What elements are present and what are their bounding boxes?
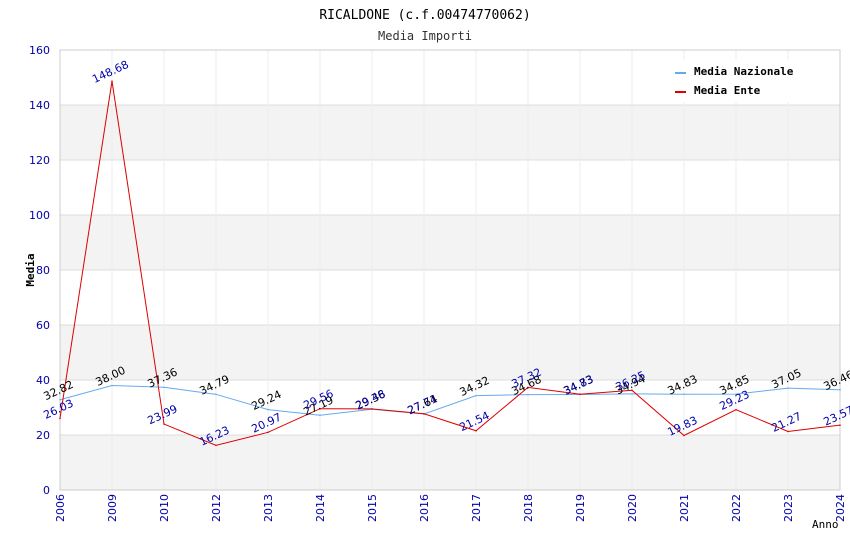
grid-band	[60, 105, 840, 160]
data-point	[215, 393, 217, 396]
y-tick-label: 40	[36, 374, 50, 387]
legend: Media Nazionale Media Ente	[670, 60, 810, 102]
grid-band	[60, 160, 840, 215]
data-point	[787, 387, 789, 389]
x-axis-label: Anno	[812, 518, 839, 531]
x-tick-label: 2015	[366, 494, 379, 522]
grid-band	[60, 215, 840, 270]
x-tick-label: 2006	[54, 494, 67, 522]
y-tick-label: 140	[29, 99, 50, 112]
data-point	[59, 417, 61, 420]
x-tick-label: 2017	[470, 494, 483, 522]
grid-band	[60, 380, 840, 435]
y-axis-ticks: 0 20 40 60 80 100 120 140 160	[29, 44, 50, 497]
data-point	[735, 393, 737, 395]
data-point	[683, 434, 685, 437]
series-lines	[59, 80, 841, 447]
data-point	[735, 408, 737, 411]
grid-band	[60, 270, 840, 325]
y-tick-label: 100	[29, 209, 50, 222]
x-tick-label: 2019	[574, 494, 587, 522]
data-point	[163, 386, 165, 389]
data-point	[475, 394, 477, 397]
x-tick-label: 2023	[782, 494, 795, 522]
grid-band	[60, 325, 840, 380]
chart-subtitle: Media Importi	[378, 29, 472, 43]
data-point	[215, 444, 217, 447]
x-tick-label: 2014	[314, 494, 327, 522]
data-point	[423, 412, 425, 415]
series-line-nazionale	[59, 384, 841, 416]
data-point	[579, 393, 581, 396]
x-tick-label: 2024	[834, 494, 847, 522]
data-point	[475, 429, 477, 432]
y-tick-label: 20	[36, 429, 50, 442]
data-point	[267, 431, 269, 434]
chart-title: RICALDONE (c.f.00474770062)	[319, 8, 530, 23]
data-point	[111, 80, 113, 82]
y-tick-label: 60	[36, 319, 50, 332]
x-tick-label: 2013	[262, 494, 275, 522]
data-point	[163, 423, 165, 425]
y-tick-label: 80	[36, 264, 50, 277]
series-line-ente	[59, 81, 841, 446]
x-tick-label: 2022	[730, 494, 743, 522]
data-point	[631, 389, 633, 392]
data-point	[839, 388, 841, 391]
data-point	[319, 407, 321, 410]
data-point	[371, 408, 373, 410]
y-tick-label: 160	[29, 44, 50, 57]
data-point	[631, 393, 633, 395]
y-tick-label: 0	[43, 484, 50, 497]
data-point	[683, 393, 685, 396]
legend-label-nazionale: Media Nazionale	[694, 65, 794, 78]
data-point	[527, 393, 529, 396]
x-tick-label: 2010	[158, 494, 171, 522]
legend-box	[670, 60, 810, 102]
data-point	[787, 430, 789, 433]
x-tick-label: 2020	[626, 494, 639, 522]
x-axis-ticks: 2006 2009 2010 2012 2013 2014 2015 2016 2017 2018…	[54, 494, 847, 522]
x-tick-label: 2016	[418, 494, 431, 522]
x-tick-label: 2009	[106, 494, 119, 522]
y-tick-label: 120	[29, 154, 50, 167]
plot-area	[59, 49, 841, 491]
legend-label-ente: Media Ente	[694, 84, 761, 97]
x-tick-label: 2021	[678, 494, 691, 522]
data-point	[111, 384, 113, 387]
y-axis-label: Media	[24, 253, 37, 286]
grid-bands	[60, 50, 840, 490]
x-tick-label: 2012	[210, 494, 223, 522]
data-point	[319, 414, 321, 417]
grid-band	[60, 435, 840, 490]
data-point	[527, 386, 529, 389]
x-tick-label: 2018	[522, 494, 535, 522]
data-point	[59, 398, 61, 401]
data-point	[267, 408, 269, 411]
data-point	[839, 424, 841, 426]
